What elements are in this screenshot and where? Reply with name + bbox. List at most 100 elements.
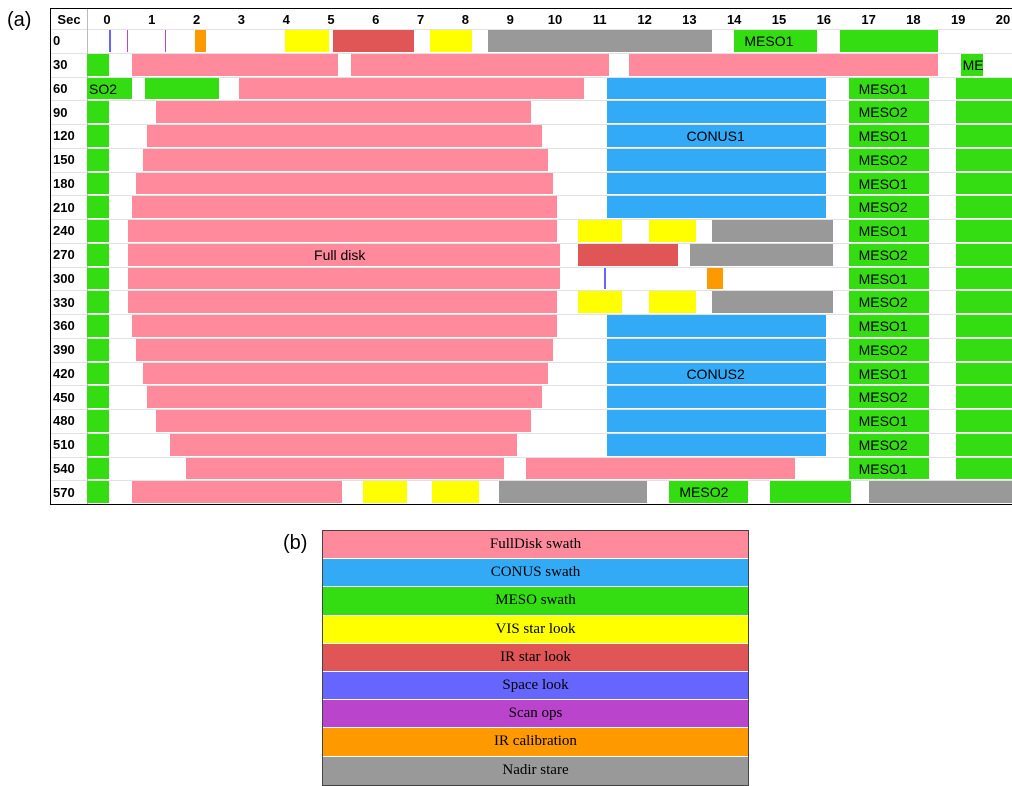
block-label-meso1: MESO1 — [858, 270, 908, 287]
grid-row-line — [51, 504, 1012, 505]
conus-block — [606, 172, 827, 195]
grid-row-line — [51, 385, 1012, 387]
block-label-meso2: MESO2 — [858, 294, 908, 311]
column-header: 0 — [103, 11, 111, 27]
column-header: 9 — [506, 11, 514, 27]
meso-block — [848, 410, 930, 432]
nadir-block — [499, 481, 647, 503]
meso-block — [87, 291, 110, 313]
space-block — [109, 30, 111, 52]
meso-block — [848, 267, 930, 290]
meso-block — [87, 410, 110, 432]
fulldisk-block — [136, 338, 553, 361]
meso-block — [87, 125, 110, 147]
block-label-meso1: MESO1 — [858, 413, 908, 429]
meso-block — [848, 386, 930, 408]
vis-block — [285, 30, 329, 52]
meso-block — [87, 220, 110, 242]
ir-cal-block — [194, 30, 206, 52]
fulldisk-block — [128, 220, 558, 242]
meso-block — [87, 338, 110, 361]
meso-block — [87, 386, 110, 408]
conus-block — [606, 410, 827, 432]
block-label-me: ME — [962, 56, 984, 73]
block-label-full-disk: Full disk — [314, 246, 366, 263]
legend-item-vis: VIS star look — [323, 615, 748, 644]
column-header: 16 — [816, 11, 832, 27]
panel-a-label: (a) — [7, 9, 32, 31]
block-label-meso1: MESO1 — [858, 318, 908, 334]
fulldisk-block — [239, 77, 585, 100]
panel-b-label: (b) — [283, 532, 308, 554]
meso-block — [87, 267, 110, 290]
meso-block — [87, 148, 110, 171]
grid-row-line — [51, 314, 1012, 315]
fulldisk-block — [131, 53, 338, 76]
column-header: 10 — [547, 11, 563, 27]
fulldisk-block — [128, 291, 558, 313]
fulldisk-block — [136, 172, 553, 195]
column-header: 19 — [950, 11, 966, 27]
legend-item-ir-cal: IR calibration — [323, 728, 748, 757]
column-header: 11 — [592, 11, 607, 27]
meso-block — [87, 196, 110, 218]
column-header: 7 — [416, 11, 425, 27]
conus-block — [606, 101, 827, 123]
meso-block — [956, 433, 1012, 456]
column-header: 15 — [771, 11, 787, 27]
fulldisk-block — [351, 53, 609, 76]
grid-row-line — [51, 409, 1012, 410]
legend-item-nadir: Nadir stare — [323, 756, 748, 785]
conus-block — [606, 196, 827, 218]
scan-block — [126, 30, 129, 52]
meso-block — [956, 338, 1012, 361]
meso-block — [848, 172, 930, 195]
legend-item-space: Space look — [323, 671, 748, 701]
block-label-conus2: CONUS2 — [686, 365, 745, 382]
column-header: 17 — [861, 11, 876, 27]
meso-block — [956, 291, 1012, 313]
column-header: 20 — [995, 11, 1011, 27]
vis-block — [577, 291, 623, 313]
meso-block — [848, 457, 930, 480]
row-label: 240 — [53, 223, 75, 239]
meso-block — [848, 101, 930, 123]
grid-row-line — [51, 266, 1012, 268]
fulldisk-block — [169, 433, 518, 456]
block-label-so2: SO2 — [89, 80, 118, 97]
row-label: 210 — [53, 199, 75, 215]
column-header: 8 — [461, 11, 469, 27]
meso-block — [848, 243, 930, 266]
block-label-meso1: MESO1 — [858, 128, 908, 144]
vis-block — [649, 291, 697, 313]
row-label: 390 — [53, 342, 75, 358]
legend-item-fulldisk: FullDisk swath — [323, 531, 748, 560]
nadir-block — [711, 220, 833, 242]
meso-block — [145, 77, 220, 100]
fulldisk-block — [143, 148, 549, 171]
fulldisk-block — [131, 196, 558, 218]
meso-block — [956, 243, 1012, 266]
meso-block — [956, 386, 1012, 408]
meso-block — [956, 267, 1012, 290]
conus-block — [606, 315, 827, 337]
meso-block — [87, 481, 110, 503]
nadir-block — [689, 243, 833, 266]
meso-block — [956, 457, 1012, 480]
meso-block — [956, 125, 1012, 147]
meso-block — [848, 125, 930, 147]
block-label-meso1: MESO1 — [858, 460, 908, 477]
grid-row-line — [51, 29, 1012, 30]
conus-block — [606, 386, 827, 408]
meso-block — [848, 315, 930, 337]
row-label: 570 — [53, 484, 75, 500]
scan-block — [164, 30, 167, 52]
fulldisk-block — [128, 243, 560, 266]
ir-cal-block — [707, 267, 724, 290]
conus-block — [606, 433, 827, 456]
grid-row-line — [51, 100, 1012, 102]
column-header: 14 — [726, 11, 742, 27]
meso-block — [956, 77, 1012, 100]
block-label-meso2: MESO2 — [858, 246, 908, 263]
grid-row-line — [51, 432, 1012, 434]
